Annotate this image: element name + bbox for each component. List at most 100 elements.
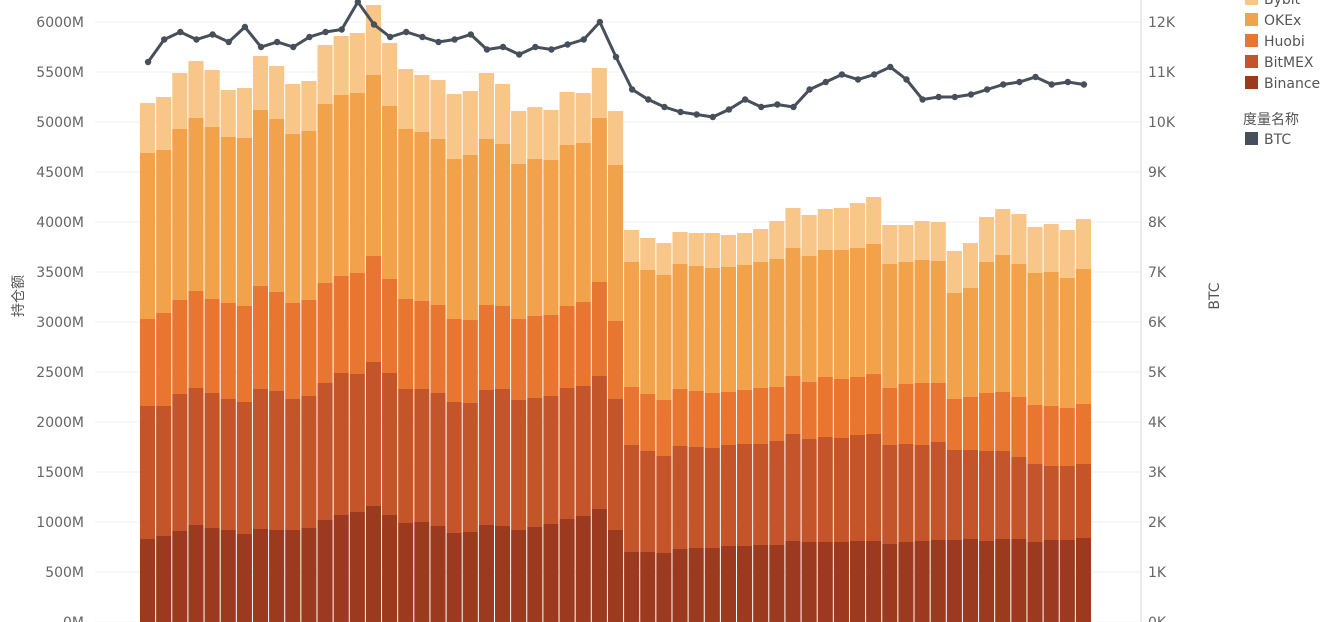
bar-binance: [559, 519, 575, 622]
btc-point: [354, 0, 362, 6]
bar-binance: [914, 541, 930, 622]
bar-binance: [398, 523, 414, 622]
bar-okex: [252, 110, 269, 286]
btc-point: [612, 53, 620, 61]
bar-bybit: [511, 111, 527, 164]
bar-huobi: [769, 387, 785, 441]
bar-bitmex: [527, 398, 543, 527]
bar-okex: [527, 159, 543, 316]
bar-huobi: [252, 286, 269, 389]
bar-huobi: [188, 291, 204, 388]
bar-bybit: [672, 232, 688, 264]
left-tick-label: 1500M: [36, 465, 84, 481]
bar-bitmex: [1059, 466, 1075, 540]
btc-point: [144, 58, 152, 66]
btc-point: [338, 26, 345, 33]
bar-bybit: [640, 238, 656, 270]
bar-okex: [269, 119, 285, 292]
bar-binance: [672, 549, 688, 622]
bar-huobi: [333, 276, 349, 373]
legend-swatch-binance: [1245, 76, 1258, 89]
bar-bitmex: [672, 446, 688, 549]
btc-point: [870, 71, 878, 78]
bar-binance: [204, 528, 220, 622]
bar-huobi: [979, 393, 995, 451]
bar-bybit: [720, 235, 737, 267]
bar-huobi: [462, 320, 478, 403]
bar-bybit: [575, 93, 591, 143]
bar-huobi: [220, 303, 236, 399]
btc-point: [483, 46, 491, 53]
bar-huobi: [656, 400, 672, 456]
bar-okex: [511, 164, 527, 319]
bar-huobi: [624, 387, 640, 445]
bar-binance: [591, 509, 607, 622]
bar-huobi: [849, 377, 866, 435]
right-axis-ticks: 0K 1K 2K 3K 4K 5K 6K 7K 8K 9K 10K 11K 12K: [1148, 15, 1176, 622]
bar-huobi: [301, 300, 317, 396]
bar-binance: [737, 546, 753, 622]
bar-bybit: [688, 233, 704, 266]
btc-point: [693, 111, 700, 118]
bar-bitmex: [188, 388, 204, 525]
btc-point: [532, 43, 539, 51]
bar-bybit: [559, 92, 575, 145]
btc-point: [741, 96, 749, 103]
bar-bybit: [349, 33, 365, 93]
right-tick-label: 7K: [1148, 265, 1167, 281]
bar-okex: [801, 256, 817, 382]
btc-point: [499, 43, 507, 51]
left-axis-ticks: 0M 500M 1000M 1500M 2000M 2500M 3000M 3500M 4000…: [36, 15, 84, 622]
bar-huobi: [349, 273, 365, 374]
btc-point: [806, 86, 813, 93]
btc-point: [887, 63, 894, 71]
bar-binance: [188, 525, 204, 622]
bar-bybit: [527, 107, 543, 159]
bar-binance: [1027, 542, 1043, 622]
bar-bitmex: [349, 374, 365, 512]
bar-bitmex: [833, 438, 849, 542]
bar-binance: [414, 522, 430, 622]
bar-bybit: [156, 97, 172, 150]
left-tick-label: 5500M: [36, 65, 84, 81]
bar-huobi: [156, 313, 172, 406]
bar-bitmex: [430, 393, 446, 526]
bar-okex: [898, 262, 914, 384]
bar-binance: [801, 542, 817, 622]
btc-point: [193, 36, 200, 43]
bar-okex: [866, 244, 882, 374]
btc-point: [548, 46, 555, 53]
btc-point: [257, 43, 265, 51]
bar-binance: [817, 542, 833, 622]
bar-huobi: [785, 376, 801, 434]
bar-okex: [817, 250, 833, 377]
bar-okex: [672, 264, 688, 389]
right-tick-label: 0K: [1148, 615, 1167, 622]
bar-binance: [285, 530, 301, 622]
bar-bybit: [849, 203, 866, 248]
legend-swatch-btc: [1245, 132, 1258, 145]
bar-huobi: [543, 315, 559, 396]
btc-point: [903, 76, 910, 83]
bar-bitmex: [898, 444, 914, 542]
bar-okex: [543, 160, 559, 315]
bar-okex: [930, 261, 946, 383]
bar-bybit: [188, 61, 204, 118]
bar-bitmex: [1043, 466, 1059, 540]
bar-bitmex: [607, 399, 624, 530]
bar-bitmex: [688, 447, 704, 548]
bar-binance: [543, 524, 559, 622]
right-tick-label: 3K: [1148, 465, 1167, 481]
bar-okex: [188, 118, 204, 291]
bar-huobi: [866, 374, 882, 434]
bar-okex: [398, 129, 414, 299]
bar-bitmex: [704, 448, 720, 548]
btc-point: [951, 93, 959, 101]
bar-bitmex: [979, 451, 995, 541]
legend-title: 度量名称: [1243, 112, 1299, 128]
legend-swatch-huobi: [1245, 34, 1258, 47]
btc-point: [225, 38, 232, 46]
bar-binance: [172, 531, 188, 622]
btc-point: [322, 28, 329, 36]
bar-huobi: [285, 303, 301, 399]
